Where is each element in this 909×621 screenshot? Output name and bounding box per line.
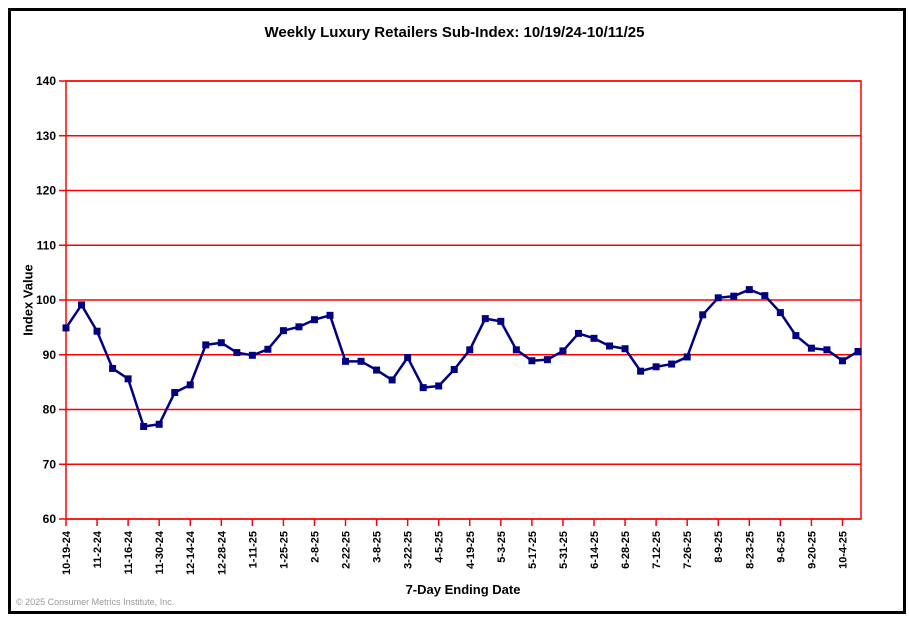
data-point-marker xyxy=(637,367,645,375)
x-tick-label: 8-23-25 xyxy=(744,531,756,569)
x-tick-label: 6-14-25 xyxy=(589,531,601,569)
data-point-marker xyxy=(776,309,784,317)
data-point-marker xyxy=(62,324,70,332)
data-point-marker xyxy=(792,332,800,340)
data-point-marker xyxy=(357,357,365,365)
data-point-marker xyxy=(435,382,443,390)
data-point-marker xyxy=(373,366,381,374)
data-point-marker xyxy=(807,344,815,352)
data-point-marker xyxy=(745,286,753,294)
data-point-marker xyxy=(202,341,210,349)
chart-title: Weekly Luxury Retailers Sub-Index: 10/19… xyxy=(264,24,645,41)
data-point-marker xyxy=(342,357,350,365)
x-tick-label: 9-20-25 xyxy=(806,531,818,569)
data-series-line xyxy=(64,288,859,428)
data-point-marker xyxy=(310,316,318,324)
y-tick-label: 130 xyxy=(36,129,56,143)
y-tick-label: 60 xyxy=(43,512,57,526)
data-point-marker xyxy=(217,339,225,347)
y-tick-label: 90 xyxy=(43,348,57,362)
data-point-marker xyxy=(668,360,676,368)
y-tick-label: 80 xyxy=(43,403,57,417)
x-tick-label: 7-26-25 xyxy=(682,531,694,569)
window-border xyxy=(8,8,906,614)
y-tick-label: 140 xyxy=(36,74,56,88)
y-tick-label: 70 xyxy=(43,457,57,471)
data-point-marker xyxy=(248,351,256,359)
x-tick-label: 11-2-24 xyxy=(92,530,104,568)
x-tick-label: 1-25-25 xyxy=(278,531,290,569)
data-point-marker xyxy=(109,364,117,372)
data-point-marker xyxy=(388,376,396,384)
x-tick-label: 4-19-25 xyxy=(465,531,477,569)
x-tick-label: 2-22-25 xyxy=(341,531,353,569)
data-point-marker xyxy=(854,347,862,355)
data-point-marker xyxy=(295,323,303,331)
data-point-marker xyxy=(590,334,598,342)
data-point-marker xyxy=(761,292,769,300)
data-point-marker xyxy=(838,357,846,365)
x-tick-label: 3-22-25 xyxy=(403,531,415,569)
x-tick-label: 5-17-25 xyxy=(527,531,539,569)
data-point-marker xyxy=(559,347,567,355)
x-tick-label: 10-19-24 xyxy=(61,530,73,575)
x-tick-label: 9-6-25 xyxy=(775,531,787,563)
data-point-marker xyxy=(606,342,614,350)
data-point-marker xyxy=(823,346,831,354)
data-point-marker xyxy=(714,294,722,302)
x-tick-label: 1-11-25 xyxy=(247,531,259,568)
x-tick-label: 8-9-25 xyxy=(713,531,725,563)
data-point-marker xyxy=(404,353,412,361)
data-point-marker xyxy=(528,357,536,365)
data-point-marker xyxy=(730,292,738,300)
x-tick-label: 12-28-24 xyxy=(216,530,228,575)
x-tick-label: 12-14-24 xyxy=(185,530,197,575)
x-tick-label: 3-8-25 xyxy=(372,531,384,563)
data-point-marker xyxy=(543,356,551,364)
data-point-marker xyxy=(233,349,241,357)
x-tick-label: 5-31-25 xyxy=(558,531,570,569)
x-tick-label: 2-8-25 xyxy=(309,531,321,563)
x-tick-label: 4-5-25 xyxy=(434,531,446,563)
data-point-marker xyxy=(78,301,86,309)
data-point-marker xyxy=(171,389,179,397)
data-point-marker xyxy=(279,327,287,335)
x-tick-label: 7-12-25 xyxy=(651,531,663,569)
data-point-marker xyxy=(574,329,582,337)
data-point-marker xyxy=(450,366,458,374)
y-tick-label: 110 xyxy=(37,238,57,252)
data-point-marker xyxy=(155,420,163,428)
x-tick-label: 5-3-25 xyxy=(496,531,508,563)
data-point-marker xyxy=(699,311,707,319)
data-point-marker xyxy=(186,381,194,389)
data-point-marker xyxy=(124,375,132,383)
data-point-marker xyxy=(512,346,520,354)
x-tick-label: 11-30-24 xyxy=(154,530,166,574)
x-tick-label: 10-4-25 xyxy=(837,531,849,569)
plot-frame xyxy=(65,80,862,520)
data-point-marker xyxy=(264,345,272,353)
data-point-marker xyxy=(497,317,505,325)
y-tick-label: 120 xyxy=(36,184,56,198)
y-tick-label: 100 xyxy=(36,293,56,307)
data-point-marker xyxy=(683,353,691,361)
data-point-marker xyxy=(466,346,474,354)
data-point-marker xyxy=(140,422,148,430)
data-point-marker xyxy=(652,363,660,371)
data-point-marker xyxy=(419,384,427,392)
data-point-marker xyxy=(621,345,629,353)
x-axis-title: 7-Day Ending Date xyxy=(405,582,521,597)
copyright-notice: © 2025 Consumer Metrics Institute, Inc. xyxy=(16,597,175,607)
data-point-marker xyxy=(326,311,334,319)
x-tick-label: 11-16-24 xyxy=(123,530,135,574)
data-point-marker xyxy=(93,327,101,335)
x-tick-label: 6-28-25 xyxy=(620,531,632,569)
data-point-marker xyxy=(481,315,489,323)
